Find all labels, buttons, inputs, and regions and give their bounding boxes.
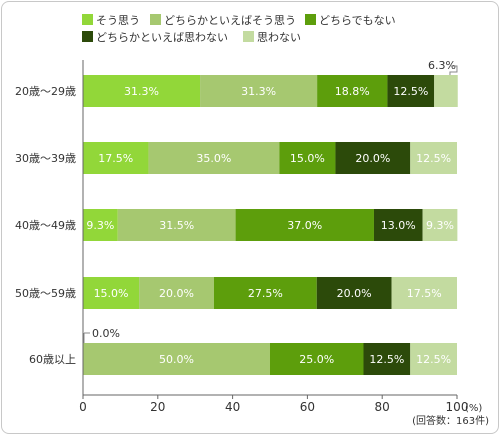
bar-segment <box>279 142 336 174</box>
bar-segment <box>83 209 118 241</box>
bar-value-label: 9.3% <box>426 219 454 232</box>
legend-swatch-2 <box>150 14 161 25</box>
category-label: 30歳～39歳 <box>15 152 76 165</box>
bar-value-label: 17.5% <box>407 287 442 300</box>
bar-segment <box>270 343 364 375</box>
bar-value-label: 17.5% <box>98 152 133 165</box>
legend-label-2: どちらかといえばそう思う <box>164 14 296 27</box>
bar-value-label: 15.0% <box>290 152 325 165</box>
legend-swatch-5 <box>243 31 254 42</box>
bar-value-label: 15.0% <box>94 287 129 300</box>
bar-segment <box>316 277 392 309</box>
legend-swatch-3 <box>305 14 316 25</box>
bar-value-label: 13.0% <box>381 219 416 232</box>
bar-segment <box>391 277 457 309</box>
annotation-leader-line <box>449 65 458 75</box>
response-count-note: (回答数：163件) <box>412 414 489 427</box>
category-label: 20歳～29歳 <box>15 85 76 98</box>
x-axis-unit: (%) <box>465 403 482 414</box>
category-label: 60歳以上 <box>29 353 76 366</box>
bar-value-label: 31.3% <box>241 85 276 98</box>
bar-value-label: 27.5% <box>248 287 283 300</box>
legend-label-5: 思わない <box>257 31 301 44</box>
bar-value-label: 9.3% <box>86 219 114 232</box>
bar-value-label: 12.5% <box>416 353 451 366</box>
bar-value-label: 12.5% <box>416 152 451 165</box>
bar-value-label: 12.5% <box>369 353 404 366</box>
bar-value-label: 31.5% <box>159 219 194 232</box>
legend-label-3: どちらでもない <box>319 14 396 27</box>
x-tick-label: 100 <box>446 400 469 414</box>
bar-value-label: 35.0% <box>196 152 231 165</box>
annotation-label: 6.3% <box>428 59 456 72</box>
bar-segment <box>373 209 423 241</box>
bar-value-label: 25.0% <box>299 353 334 366</box>
category-label: 40歳～49歳 <box>15 219 76 232</box>
legend-label-1: そう思う <box>96 14 140 27</box>
bar-segment <box>83 343 270 375</box>
x-tick-label: 20 <box>150 400 165 414</box>
bar-segment <box>410 142 457 174</box>
bar-segment <box>387 75 435 107</box>
legend-swatch-4 <box>82 31 93 42</box>
legend-label-4: どちらかといえば思わない <box>96 31 228 44</box>
bar-value-label: 31.3% <box>124 85 159 98</box>
x-tick-label: 80 <box>375 400 390 414</box>
bar-segment <box>235 209 374 241</box>
bar-value-label: 37.0% <box>287 219 322 232</box>
bar-segment <box>363 343 411 375</box>
bar-segment <box>200 75 318 107</box>
bar-segment <box>335 142 411 174</box>
bar-segment <box>434 75 458 107</box>
bar-segment <box>213 277 317 309</box>
x-tick-label: 0 <box>79 400 87 414</box>
bar-segment <box>83 142 149 174</box>
x-tick-label: 60 <box>300 400 315 414</box>
bar-value-label: 12.5% <box>393 85 428 98</box>
bar-value-label: 20.0% <box>159 287 194 300</box>
annotation-label: 0.0% <box>92 327 120 340</box>
bar-segment <box>83 75 201 107</box>
legend-swatch-1 <box>82 14 93 25</box>
bar-segment <box>148 142 280 174</box>
bar-value-label: 18.8% <box>335 85 370 98</box>
bar-value-label: 20.0% <box>337 287 372 300</box>
bar-segment <box>422 209 458 241</box>
x-tick-label: 40 <box>225 400 240 414</box>
bar-segment <box>117 209 236 241</box>
bar-segment <box>139 277 214 309</box>
bar-value-label: 50.0% <box>159 353 194 366</box>
bar-segment <box>410 343 457 375</box>
category-label: 50歳～59歳 <box>15 287 76 300</box>
bar-value-label: 20.0% <box>355 152 390 165</box>
bar-segment <box>317 75 388 107</box>
bar-segment <box>83 277 140 309</box>
